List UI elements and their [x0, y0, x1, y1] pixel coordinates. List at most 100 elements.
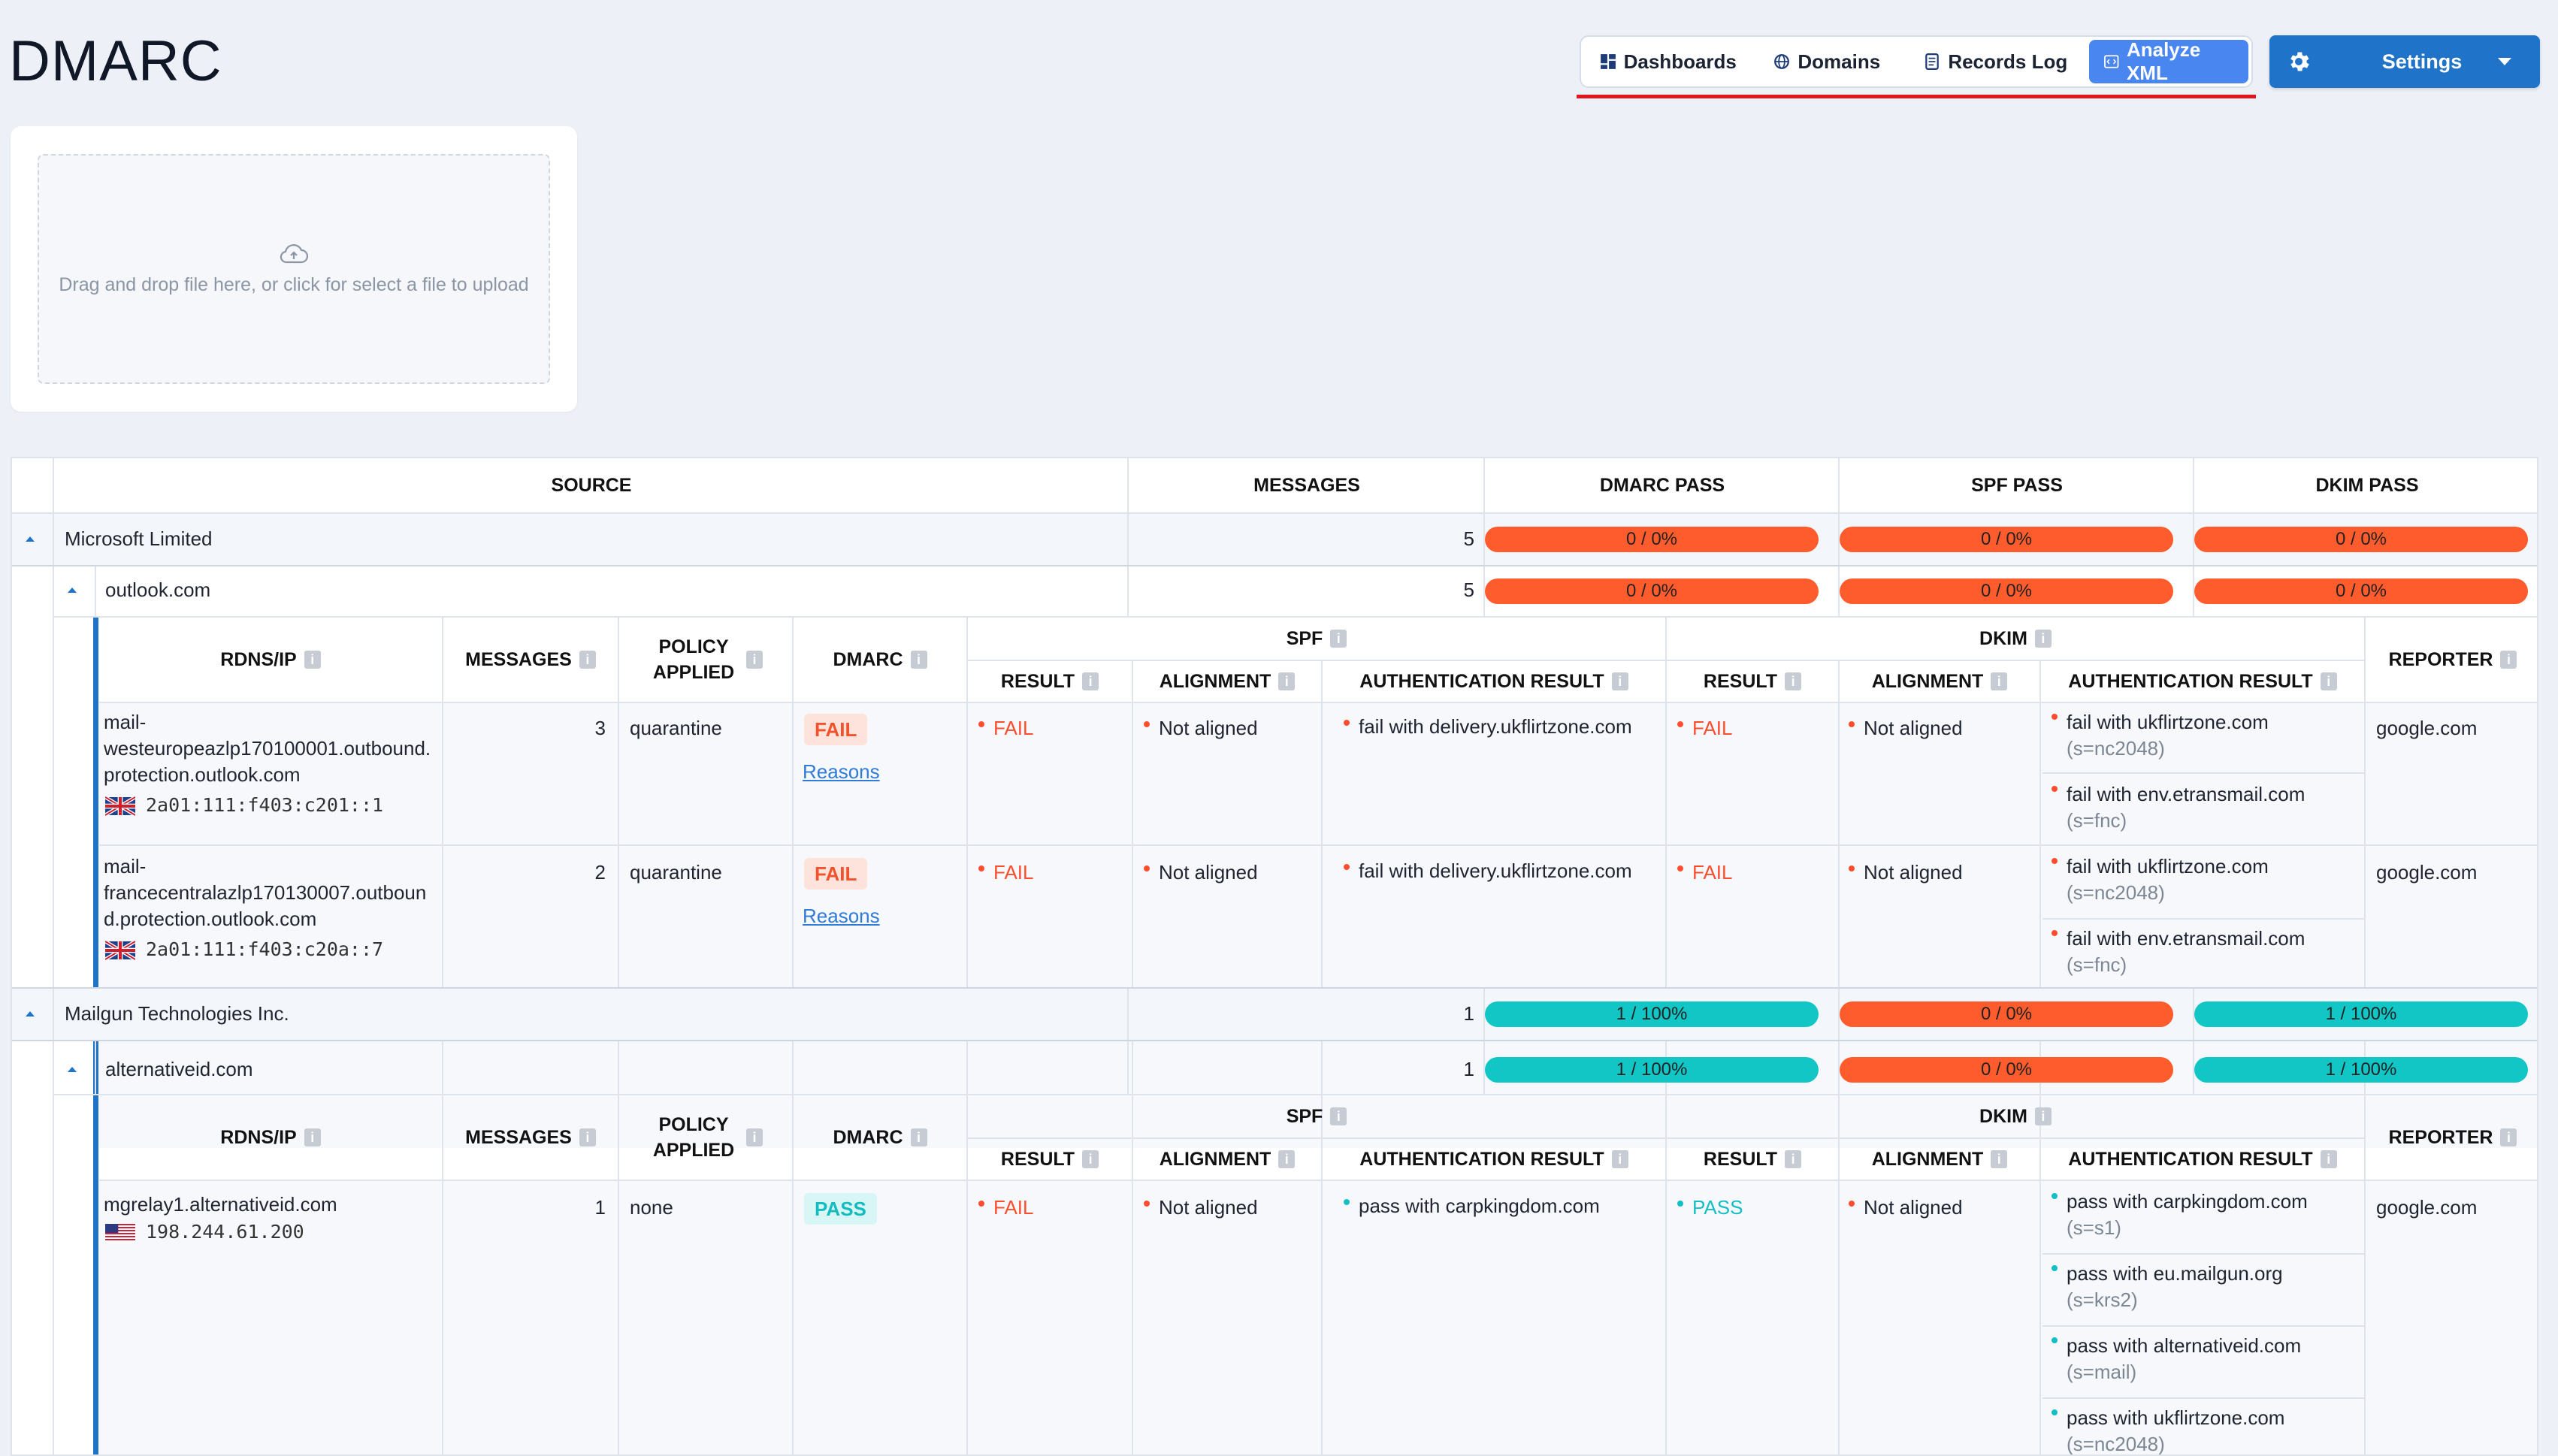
record-ip: 2a01:111:f403:c20a::7	[105, 938, 383, 961]
col-header-dkim-pass[interactable]: DKIM PASS	[2315, 474, 2419, 496]
info-icon[interactable]: i	[2320, 672, 2337, 690]
detail-header-reporter[interactable]: REPORTER i	[2366, 618, 2537, 702]
detail-header-dmarc[interactable]: DMARC i	[794, 618, 966, 702]
tab-dashboards[interactable]: Dashboards	[1584, 40, 1752, 83]
dkim-result-header[interactable]: RESULT i	[1667, 1139, 1838, 1180]
detail-header-spf[interactable]: SPF i	[968, 1095, 1665, 1137]
dkim-alignment: Not aligned	[1849, 861, 1963, 884]
info-icon[interactable]: i	[2500, 651, 2517, 669]
info-icon[interactable]: i	[1611, 1150, 1628, 1168]
detail-header-dkim[interactable]: DKIM i	[1667, 1095, 2364, 1137]
detail-header-messages[interactable]: MESSAGES i	[443, 1095, 618, 1180]
record-messages: 1	[594, 1196, 606, 1219]
dkim-pass-bar: 1 / 100%	[2194, 1001, 2528, 1027]
dkim-auth-header[interactable]: AUTHENTICATION RESULT i	[2041, 1139, 2364, 1180]
info-icon[interactable]: i	[1991, 672, 2008, 690]
info-icon[interactable]: i	[2320, 1150, 2337, 1168]
globe-icon	[1774, 54, 1790, 69]
col-header-dmarc-pass[interactable]: DMARC PASS	[1599, 474, 1725, 496]
tab-domains[interactable]: Domains	[1752, 40, 1903, 83]
info-icon[interactable]: i	[1082, 1150, 1099, 1168]
info-icon[interactable]: i	[746, 651, 763, 669]
detail-header-rdns[interactable]: RDNS/IP i	[99, 618, 442, 702]
info-icon[interactable]: i	[1785, 672, 1802, 690]
upload-card: Drag and drop file here, or click for se…	[11, 126, 577, 412]
dkim-alignment-header[interactable]: ALIGNMENT i	[1840, 661, 2039, 702]
info-icon[interactable]: i	[1330, 1107, 1347, 1125]
detail-header-dkim[interactable]: DKIM i	[1667, 618, 2364, 660]
list-icon	[1925, 53, 1940, 70]
dkim-result-header[interactable]: RESULT i	[1667, 661, 1838, 702]
dmarc-status-badge: PASS	[804, 1193, 877, 1225]
dkim-alignment-header[interactable]: ALIGNMENT i	[1840, 1139, 2039, 1180]
dkim-alignment: Not aligned	[1849, 1196, 1963, 1219]
info-icon[interactable]: i	[1330, 630, 1347, 648]
reasons-link[interactable]: Reasons	[803, 905, 880, 927]
tab-records-log[interactable]: Records Log	[1902, 40, 2089, 83]
dkim-header-label: DKIM	[1979, 627, 2027, 649]
us-flag-icon	[105, 1224, 135, 1243]
dkim-auth-item: fail with ukflirtzone.com (s=nc2048)	[2052, 853, 2269, 906]
settings-button[interactable]: Settings	[2269, 35, 2540, 88]
info-icon[interactable]: i	[1991, 1150, 2008, 1168]
detail-header-policy[interactable]: POLICY APPLIED i	[619, 618, 792, 702]
rdns-line: westeuropeazlp170100001.outbound.	[104, 737, 431, 760]
detail-header-dmarc[interactable]: DMARC i	[794, 1095, 966, 1180]
spf-result-header[interactable]: RESULT i	[968, 1139, 1132, 1180]
col-header-messages[interactable]: MESSAGES	[1253, 474, 1360, 496]
info-icon[interactable]: i	[1611, 672, 1628, 690]
dkim-result-text: FAIL	[1692, 717, 1733, 739]
spf-auth-text: fail with delivery.ukflirtzone.com	[1359, 715, 1632, 738]
collapse-toggle-icon[interactable]	[26, 536, 35, 542]
collapse-toggle-icon[interactable]	[26, 1011, 35, 1016]
ip-address: 2a01:111:f403:c201::1	[146, 794, 384, 816]
file-dropzone[interactable]: Drag and drop file here, or click for se…	[38, 154, 550, 384]
info-icon[interactable]: i	[579, 651, 596, 669]
info-icon[interactable]: i	[1278, 672, 1296, 690]
info-icon[interactable]: i	[1278, 1150, 1296, 1168]
rdns-line: mail-	[104, 711, 147, 733]
spf-auth-header[interactable]: AUTHENTICATION RESULT i	[1323, 661, 1665, 702]
spf-alignment-header[interactable]: ALIGNMENT i	[1133, 1139, 1321, 1180]
dkim-selector: (s=krs2)	[2067, 1288, 2138, 1311]
collapse-toggle-icon[interactable]	[68, 1067, 77, 1072]
dkim-selector: (s=mail)	[2067, 1361, 2137, 1383]
reasons-link[interactable]: Reasons	[803, 760, 880, 783]
detail-header-policy[interactable]: POLICY APPLIED i	[619, 1095, 792, 1180]
info-icon[interactable]: i	[910, 651, 927, 669]
info-icon[interactable]: i	[304, 1128, 321, 1146]
info-icon[interactable]: i	[304, 651, 321, 669]
info-icon[interactable]: i	[746, 1128, 763, 1146]
col-header-source[interactable]: SOURCE	[551, 474, 632, 496]
chevron-down-icon[interactable]	[2498, 58, 2511, 65]
domain-messages: 1	[1463, 1058, 1474, 1080]
info-icon[interactable]: i	[910, 1128, 927, 1146]
org-messages: 5	[1463, 527, 1474, 550]
detail-header-reporter[interactable]: REPORTER i	[2366, 1095, 2537, 1180]
spf-result: FAIL	[978, 1196, 1033, 1219]
result-label: RESULT	[1703, 670, 1778, 692]
dkim-auth-header[interactable]: AUTHENTICATION RESULT i	[2041, 661, 2364, 702]
info-icon[interactable]: i	[1082, 672, 1099, 690]
spf-auth-header[interactable]: AUTHENTICATION RESULT i	[1323, 1139, 1665, 1180]
spf-pass-bar: 0 / 0%	[1840, 578, 2173, 604]
rdns-line: francecentralazlp170130007.outboun	[104, 881, 427, 904]
dkim-selector: (s=nc2048)	[2067, 881, 2165, 904]
info-icon[interactable]: i	[2500, 1128, 2517, 1146]
spf-alignment-header[interactable]: ALIGNMENT i	[1133, 661, 1321, 702]
col-header-spf-pass[interactable]: SPF PASS	[1971, 474, 2063, 496]
detail-header-rdns[interactable]: RDNS/IP i	[99, 1095, 442, 1180]
detail-header-spf[interactable]: SPF i	[968, 618, 1665, 660]
result-label: RESULT	[1703, 1148, 1778, 1170]
collapse-toggle-icon[interactable]	[68, 588, 77, 593]
detail-header-messages[interactable]: MESSAGES i	[443, 618, 618, 702]
info-icon[interactable]: i	[579, 1128, 596, 1146]
record-rdns: mail- westeuropeazlp170100001.outbound. …	[104, 709, 442, 788]
dkim-result-text: FAIL	[1692, 861, 1733, 884]
spf-alignment-text: Not aligned	[1159, 1196, 1258, 1219]
info-icon[interactable]: i	[1785, 1150, 1802, 1168]
info-icon[interactable]: i	[2034, 630, 2052, 648]
spf-result-header[interactable]: RESULT i	[968, 661, 1132, 702]
info-icon[interactable]: i	[2034, 1107, 2052, 1125]
tab-analyze-xml[interactable]: Analyze XML	[2089, 38, 2249, 84]
